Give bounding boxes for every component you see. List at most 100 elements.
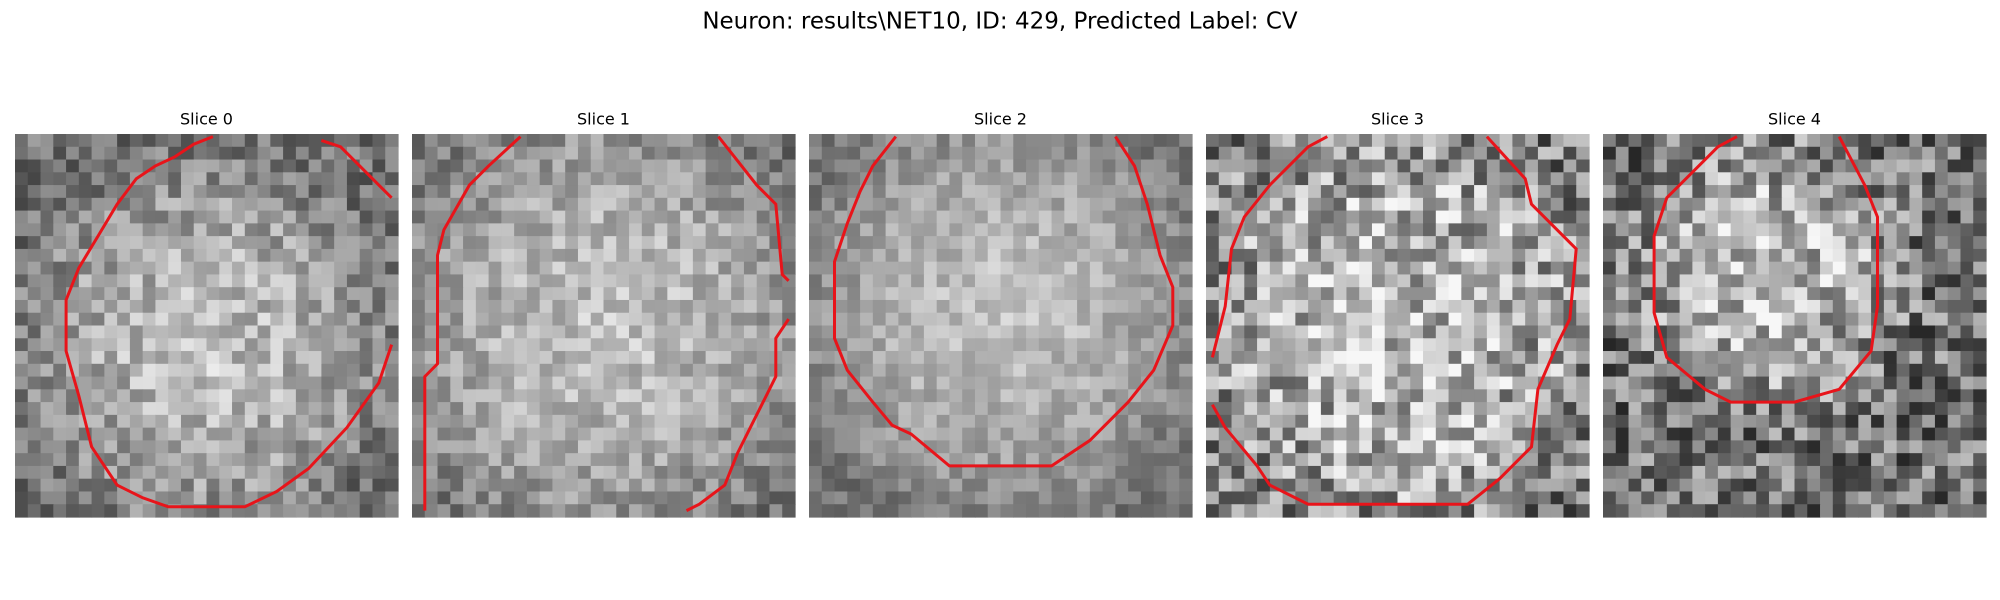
pixel [667,274,681,288]
pixel [206,478,220,493]
pixel [1333,440,1348,454]
pixel [705,236,719,250]
pixel [860,248,874,263]
pixel [1947,376,1962,390]
pixel [1922,440,1936,454]
pixel [1666,159,1681,173]
pixel [987,159,1002,173]
pixel [577,299,592,314]
pixel [756,351,771,365]
pixel [539,134,554,148]
pixel [1128,402,1142,416]
pixel [1794,159,1808,173]
pixel [1896,172,1910,186]
pixel [1026,248,1040,263]
pixel [1282,248,1296,263]
pixel [1295,465,1309,480]
pixel [463,159,477,173]
pixel [104,504,118,518]
pixel [847,299,861,314]
pixel [565,491,579,505]
pixel [1295,351,1309,365]
pixel [590,197,605,212]
pixel [629,159,643,173]
pixel [603,312,617,327]
pixel [1423,248,1437,263]
pixel [244,465,259,480]
pixel [641,159,656,173]
pixel [1051,363,1065,378]
pixel [577,197,592,212]
pixel [359,261,374,276]
pixel [1026,427,1040,441]
pixel [1000,299,1014,314]
pixel [962,210,976,224]
pixel [1692,185,1706,199]
pixel [731,248,745,263]
pixel [1743,197,1757,212]
pixel [488,197,502,212]
pixel [1384,261,1399,276]
pixel [334,376,348,390]
pixel [1743,134,1757,148]
pixel [437,287,451,301]
pixel [1845,402,1859,416]
pixel [756,210,771,224]
pixel [1359,274,1373,288]
pixel [1346,504,1360,518]
pixel [1218,172,1233,186]
pixel [1666,134,1681,148]
pixel [346,465,361,480]
pixel [1832,146,1847,161]
pixel [1858,197,1872,212]
pixel [1333,402,1348,416]
pixel [27,363,42,378]
pixel [1140,453,1155,467]
pixel [1896,338,1910,352]
pixel [1128,491,1142,505]
pixel [1448,351,1462,365]
pixel [1448,185,1462,199]
pixel [1512,478,1526,493]
pixel [1692,134,1706,148]
pixel [962,363,976,378]
pixel [168,236,182,250]
pixel [718,491,732,505]
pixel [206,427,220,441]
pixel [898,414,912,429]
pixel [1128,325,1142,339]
pixel [514,299,528,314]
pixel [424,223,439,237]
pixel [769,402,783,416]
pixel [1960,172,1974,186]
pixel [1768,453,1783,467]
pixel [1115,210,1129,224]
pixel [206,325,220,339]
pixel [1717,427,1732,441]
pixel [1218,389,1233,403]
pixel [257,453,271,467]
pixel [385,376,399,390]
pixel [821,210,836,224]
pixel [142,427,157,441]
pixel [129,248,144,263]
pixel [692,248,707,263]
pixel [1384,389,1399,403]
pixel [1512,134,1526,148]
pixel [860,274,874,288]
pixel [1486,414,1501,429]
pixel [1282,402,1296,416]
pixel [1960,159,1974,173]
pixel [501,210,515,224]
pixel [1576,223,1590,237]
pixel [1730,197,1745,212]
pixel [372,261,386,276]
pixel [53,325,67,339]
pixel [629,491,643,505]
pixel [1244,363,1258,378]
pixel [1000,427,1014,441]
pixel [885,440,899,454]
pixel [1679,389,1693,403]
pixel [1461,172,1475,186]
pixel [1333,389,1348,403]
